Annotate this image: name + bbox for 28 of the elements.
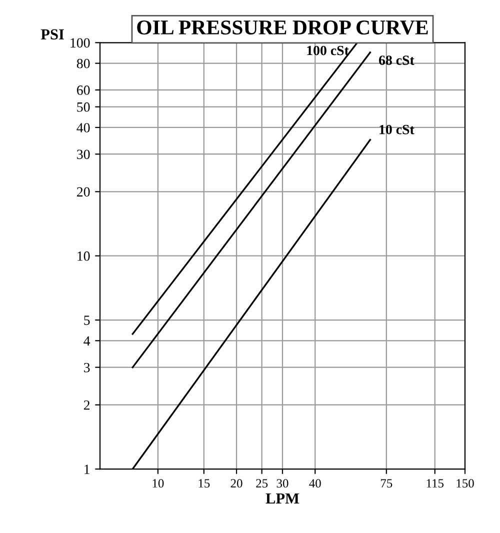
chart-title: OIL PRESSURE DROP CURVE: [137, 20, 428, 35]
y-axis-title: PSI: [40, 29, 64, 40]
y-tick-label: 4: [84, 336, 90, 346]
series-label: 68 cSt: [378, 56, 414, 65]
y-tick-label: 40: [76, 123, 90, 132]
x-tick-label: 25: [256, 479, 268, 488]
x-tick-label: 15: [198, 479, 210, 488]
x-axis-title: LPM: [266, 493, 300, 504]
y-tick-label: 3: [84, 362, 90, 372]
x-tick-label: 75: [380, 479, 392, 488]
series-label: 100 cSt: [307, 46, 349, 56]
y-tick-label: 1: [84, 464, 90, 474]
y-tick-label: 30: [77, 150, 90, 160]
y-tick-label: 80: [76, 58, 90, 68]
x-tick-label: 30: [276, 479, 288, 488]
y-tick-label: 20: [77, 187, 90, 197]
x-tick-label: 150: [456, 479, 474, 488]
x-tick-label: 20: [230, 479, 242, 488]
y-tick-label: 5: [84, 316, 90, 325]
x-tick-label: 40: [309, 479, 321, 488]
y-tick-label: 50: [77, 102, 90, 112]
x-tick-label: 115: [426, 479, 444, 488]
series-label: 10 cSt: [380, 124, 414, 134]
y-tick-label: 2: [84, 400, 90, 410]
y-tick-label: 60: [76, 86, 90, 95]
y-tick-label: 100: [70, 38, 90, 48]
x-tick-label: 10: [152, 479, 164, 488]
y-tick-label: 10: [78, 251, 90, 261]
